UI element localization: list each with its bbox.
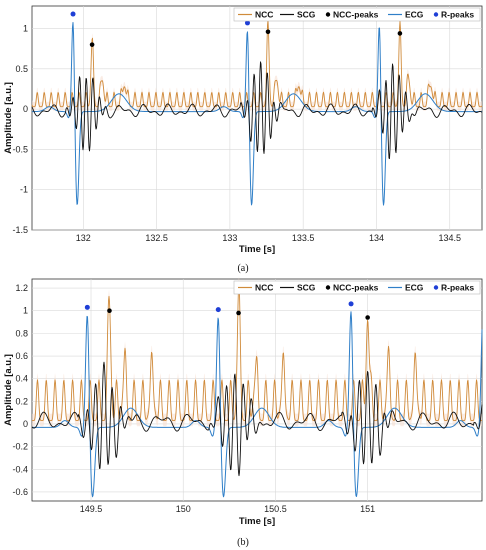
- chart-panel-a: -1.5 -1 -0.5 0 0.5 1 132 132.5 133 133.5 134 134.5…: [3, 5, 483, 274]
- y-tick-label: 1: [23, 306, 28, 316]
- legend-box: [233, 280, 481, 295]
- legend-label-ncc-peaks: NCC-peaks: [333, 10, 379, 20]
- y-tick-label: 0.2: [15, 396, 28, 406]
- x-tick-label: 133.5: [292, 233, 315, 243]
- legend-box: [233, 7, 481, 22]
- series-a: [31, 11, 483, 206]
- series-line-scg: [31, 361, 483, 477]
- chart-panel-b: -0.6 -0.4 -0.2 0 0.2 0.4 0.6 0.8 1 1.2 149.5 150 15…: [3, 275, 483, 548]
- x-tick-label: 134: [369, 233, 384, 243]
- series-line-ncc: [31, 282, 483, 422]
- legend-label-ncc-peaks: NCC-peaks: [333, 283, 379, 293]
- y-ticks-a: -1.5 -1 -0.5 0 0.5 1: [12, 24, 28, 235]
- x-tick-label: 132: [76, 233, 91, 243]
- legend-label-ecg: ECG: [405, 10, 424, 20]
- r-peak-marker: [215, 307, 221, 313]
- series-line-ecg: [32, 22, 482, 206]
- y-tick-label: -0.6: [12, 487, 28, 497]
- legend-label-ecg: ECG: [405, 283, 424, 293]
- x-tick-label: 150.5: [264, 504, 287, 514]
- ncc-peak-marker: [365, 315, 370, 320]
- y-tick-label: 0.8: [15, 328, 28, 338]
- r-peak-marker: [348, 301, 354, 307]
- ncc-peak-marker: [265, 29, 271, 35]
- legend-a: NCC SCG NCC-peaks ECG R-peaks: [233, 7, 481, 22]
- legend-swatch-ncc-peaks: [325, 285, 331, 290]
- caption-b: (b): [237, 537, 249, 548]
- series-line-ncc: [31, 19, 483, 108]
- caption-a: (a): [237, 263, 248, 274]
- ncc-peak-marker: [89, 42, 95, 47]
- y-ticks-b: -0.6 -0.4 -0.2 0 0.2 0.4 0.6 0.8 1 1.2: [12, 283, 28, 497]
- y-tick-label: -0.4: [12, 464, 28, 474]
- legend-label-r-peaks: R-peaks: [441, 283, 474, 293]
- r-peak-marker: [84, 304, 90, 310]
- series-line-scg: [31, 61, 483, 160]
- legend-label-scg: SCG: [297, 283, 316, 293]
- ncc-confidence-band: [32, 15, 482, 111]
- legend-label-ncc: NCC: [255, 10, 273, 20]
- y-tick-label: 0.6: [15, 351, 28, 361]
- ncc-peak-marker: [397, 31, 403, 36]
- y-axis-label-a: Amplitude [a.u.]: [3, 82, 14, 154]
- ncc-peak-marker: [107, 308, 112, 314]
- y-tick-label: -0.5: [12, 144, 28, 154]
- legend-swatch-r-peaks: [433, 285, 439, 290]
- plot-area-a: [31, 5, 483, 231]
- y-tick-label: 0.5: [15, 64, 28, 74]
- legend-label-scg: SCG: [297, 10, 316, 20]
- y-tick-label: -1: [20, 185, 28, 195]
- y-tick-label: 0: [23, 419, 28, 429]
- x-axis-label-a: Time [s]: [239, 244, 275, 255]
- x-ticks-b: 149.5 150 150.5 151: [80, 504, 375, 514]
- y-tick-label: -1.5: [12, 225, 28, 235]
- legend-label-ncc: NCC: [255, 283, 273, 293]
- legend-swatch-ncc-peaks: [325, 12, 331, 17]
- series-b: [31, 275, 483, 498]
- x-ticks-a: 132 132.5 133 133.5 134 134.5: [76, 233, 461, 243]
- x-axis-label-b: Time [s]: [239, 516, 275, 527]
- x-tick-label: 132.5: [145, 233, 168, 243]
- legend-label-r-peaks: R-peaks: [441, 10, 474, 20]
- x-tick-label: 149.5: [80, 504, 103, 514]
- y-tick-label: 1.2: [15, 283, 28, 293]
- legend-swatch-r-peaks: [433, 12, 439, 17]
- r-peak-marker: [70, 11, 76, 17]
- r-peak-marker: [244, 20, 250, 26]
- y-tick-label: -0.2: [12, 442, 28, 452]
- y-tick-label: 1: [23, 24, 28, 34]
- y-axis-label-b: Amplitude [a.u.]: [3, 354, 14, 426]
- x-tick-label: 151: [360, 504, 375, 514]
- ncc-peak-marker: [236, 310, 241, 316]
- x-tick-label: 150: [176, 504, 191, 514]
- x-tick-label: 134.5: [438, 233, 461, 243]
- y-tick-label: 0: [23, 104, 28, 114]
- x-tick-label: 133: [222, 233, 237, 243]
- y-tick-label: 0.4: [15, 374, 28, 384]
- legend-b: NCC SCG NCC-peaks ECG R-peaks: [233, 280, 481, 295]
